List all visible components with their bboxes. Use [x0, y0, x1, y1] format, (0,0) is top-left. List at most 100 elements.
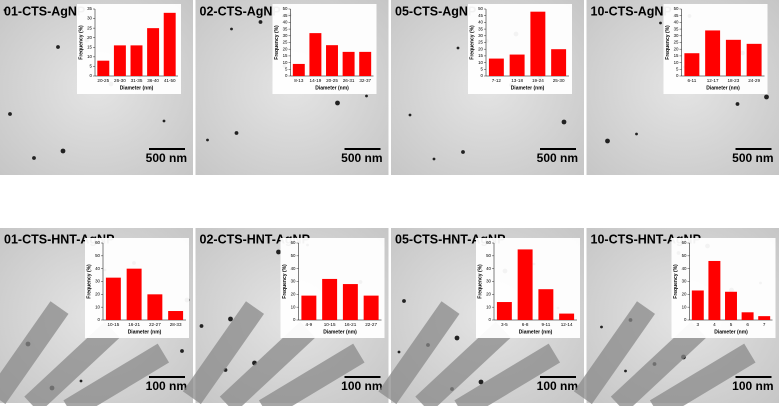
x-axis-label: Diameter (nm)	[315, 85, 349, 91]
x-tick-label: 7-12	[492, 78, 502, 83]
y-tick-label: 20	[682, 291, 687, 296]
particle	[561, 119, 567, 125]
y-axis-label: Frequency (%)	[274, 25, 280, 60]
y-tick-label: 0	[684, 317, 687, 322]
bar	[708, 260, 721, 320]
x-tick-label: 4-9	[306, 322, 313, 327]
y-axis-label: Frequency (%)	[469, 25, 475, 60]
x-tick-label: 8-13	[294, 78, 304, 83]
particle	[397, 350, 401, 354]
x-tick-label: 36-40	[147, 78, 159, 83]
y-tick-label: 45	[283, 13, 288, 18]
y-tick-label: 30	[478, 33, 483, 38]
bar	[147, 28, 160, 76]
y-tick-label: 30	[95, 279, 100, 284]
panel: 10-CTS-AgNP 500 nm 6-11 12-17 18-23 24-29 0 510…	[586, 0, 779, 175]
y-tick-label: 40	[283, 20, 288, 25]
nanotube	[24, 321, 120, 406]
y-tick-label: 25	[87, 25, 92, 30]
x-axis-label: Diameter (nm)	[519, 329, 553, 335]
x-axis-label: Diameter (nm)	[706, 85, 740, 91]
bar	[326, 45, 338, 76]
x-tick-label: 26-30	[114, 78, 126, 83]
bar	[301, 295, 317, 320]
bar	[322, 278, 338, 320]
y-tick-label: 40	[291, 266, 296, 271]
x-tick-label: 6	[746, 322, 749, 327]
y-tick-label: 30	[87, 16, 92, 21]
x-tick-label: 18-23	[728, 78, 740, 83]
y-axis-label: Frequency (%)	[477, 264, 483, 299]
bar	[147, 294, 163, 320]
panel: 01-CTS-AgNP 500 nm 20-25 26-30 31-35 36-40 41-…	[0, 0, 193, 175]
y-tick-label: 0	[489, 317, 492, 322]
y-tick-label: 10	[87, 54, 92, 59]
bar	[746, 43, 762, 76]
y-tick-label: 0	[98, 317, 101, 322]
bar	[559, 313, 575, 320]
bar	[684, 53, 700, 76]
x-axis-label: Diameter (nm)	[120, 85, 154, 91]
y-tick-label: 40	[674, 20, 679, 25]
bar	[530, 11, 546, 76]
y-tick-label: 5	[676, 66, 679, 71]
scale-bar-label: 500 nm	[732, 151, 773, 165]
bar	[758, 316, 771, 320]
particle	[180, 349, 184, 353]
particle	[600, 325, 603, 329]
y-tick-label: 25	[478, 40, 483, 45]
nanotube	[378, 301, 460, 405]
bar	[741, 312, 754, 320]
bar	[342, 284, 358, 320]
y-tick-label: 30	[291, 279, 296, 284]
particle	[199, 324, 204, 328]
y-tick-label: 30	[283, 33, 288, 38]
particle	[60, 148, 66, 154]
particle	[234, 131, 239, 135]
y-tick-label: 20	[87, 35, 92, 40]
nanotube	[258, 343, 365, 406]
y-tick-label: 20	[95, 291, 100, 296]
particle	[461, 150, 465, 154]
y-tick-label: 15	[283, 53, 288, 58]
x-tick-label: 6-11	[687, 78, 696, 83]
x-axis-label: Diameter (nm)	[128, 329, 162, 335]
y-tick-label: 30	[486, 279, 491, 284]
scale-bar-label: 100 nm	[537, 379, 578, 393]
x-tick-label: 31-35	[131, 78, 143, 83]
x-tick-label: 12-17	[707, 78, 719, 83]
y-tick-label: 35	[283, 26, 288, 31]
y-tick-label: 20	[283, 46, 288, 51]
x-tick-label: 14-19	[310, 78, 322, 83]
scale-bar-label: 500 nm	[537, 151, 578, 165]
particle	[206, 138, 209, 142]
bar	[130, 45, 143, 76]
y-tick-label: 40	[95, 266, 100, 271]
scale-bar-label: 100 nm	[732, 379, 773, 393]
y-tick-label: 0	[285, 73, 288, 78]
y-tick-label: 10	[486, 304, 491, 309]
bar	[538, 289, 554, 320]
particle	[162, 119, 166, 123]
panel: 02-CTS-AgNP 500 nm 8-13 14-19 20-25 26-31 32-3…	[195, 0, 389, 175]
y-axis-label: Frequency (%)	[282, 264, 288, 299]
y-tick-label: 60	[682, 240, 687, 245]
y-tick-label: 15	[478, 53, 483, 58]
y-tick-label: 30	[682, 279, 687, 284]
y-tick-label: 10	[283, 60, 288, 65]
y-tick-label: 10	[674, 60, 679, 65]
particle	[365, 94, 368, 98]
particle	[56, 45, 60, 49]
particle	[3, 8, 7, 12]
y-tick-label: 40	[486, 266, 491, 271]
y-tick-label: 20	[486, 291, 491, 296]
x-tick-label: 12-14	[561, 322, 573, 327]
nanotube	[219, 321, 316, 406]
y-tick-label: 15	[674, 53, 679, 58]
particle	[79, 379, 83, 383]
y-tick-label: 10	[291, 304, 296, 309]
y-tick-label: 10	[478, 60, 483, 65]
y-tick-label: 10	[682, 304, 687, 309]
y-tick-label: 25	[674, 40, 679, 45]
